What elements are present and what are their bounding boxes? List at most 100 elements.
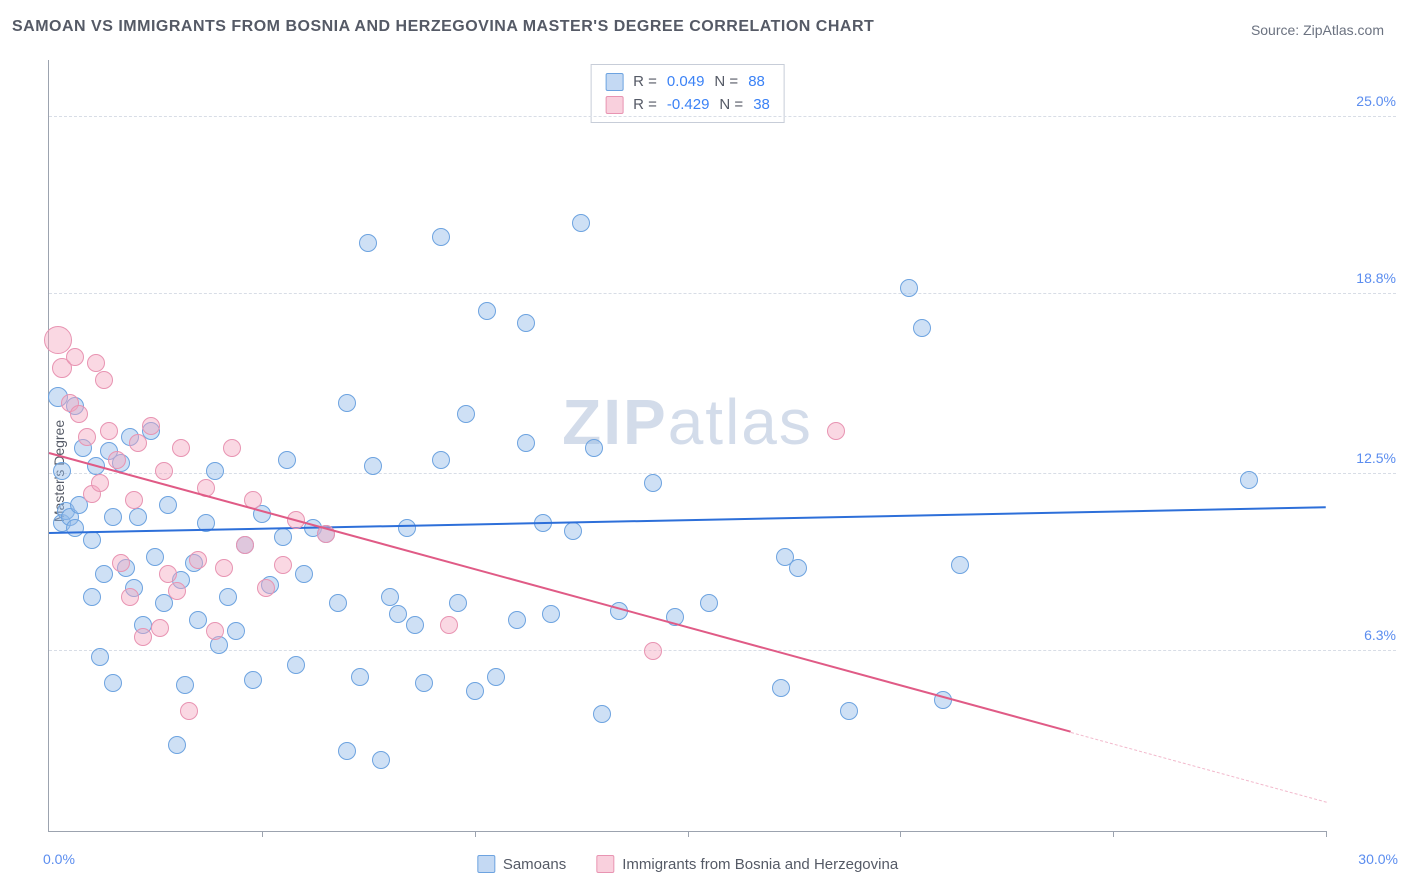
data-point	[398, 519, 416, 537]
data-point	[827, 422, 845, 440]
data-point	[227, 622, 245, 640]
r-label: R =	[633, 71, 657, 94]
data-point	[159, 565, 177, 583]
r-value-bosnia: -0.429	[667, 94, 710, 117]
data-point	[244, 671, 262, 689]
x-tick	[688, 831, 689, 837]
data-point	[189, 611, 207, 629]
trend-line	[1070, 732, 1326, 803]
data-point	[95, 565, 113, 583]
data-point	[517, 434, 535, 452]
swatch-pink-icon	[596, 855, 614, 873]
data-point	[70, 405, 88, 423]
data-point	[78, 428, 96, 446]
n-label: N =	[714, 71, 738, 94]
data-point	[593, 705, 611, 723]
data-point	[351, 668, 369, 686]
data-point	[432, 451, 450, 469]
x-tick	[1326, 831, 1327, 837]
swatch-blue-icon	[605, 73, 623, 91]
data-point	[542, 605, 560, 623]
data-point	[66, 348, 84, 366]
data-point	[83, 588, 101, 606]
data-point	[206, 622, 224, 640]
data-point	[236, 536, 254, 554]
data-point	[129, 508, 147, 526]
x-tick	[475, 831, 476, 837]
data-point	[508, 611, 526, 629]
watermark-bold: ZIP	[562, 386, 668, 458]
data-point	[91, 474, 109, 492]
data-point	[121, 588, 139, 606]
x-tick	[1113, 831, 1114, 837]
data-point	[108, 451, 126, 469]
legend-item-samoans: Samoans	[477, 855, 566, 873]
data-point	[359, 234, 377, 252]
y-tick-label: 25.0%	[1336, 93, 1396, 109]
data-point	[219, 588, 237, 606]
data-point	[517, 314, 535, 332]
data-point	[951, 556, 969, 574]
y-tick-label: 18.8%	[1336, 270, 1396, 286]
data-point	[478, 302, 496, 320]
data-point	[83, 531, 101, 549]
swatch-blue-icon	[477, 855, 495, 873]
chart-title: SAMOAN VS IMMIGRANTS FROM BOSNIA AND HER…	[12, 18, 874, 36]
data-point	[176, 676, 194, 694]
data-point	[487, 668, 505, 686]
data-point	[840, 702, 858, 720]
data-point	[66, 519, 84, 537]
n-value-bosnia: 38	[753, 94, 770, 117]
data-point	[274, 528, 292, 546]
chart-container: Master's Degree ZIPatlas R = 0.049 N = 8…	[0, 50, 1406, 892]
data-point	[389, 605, 407, 623]
data-point	[644, 474, 662, 492]
gridline	[49, 473, 1396, 474]
stats-row-samoans: R = 0.049 N = 88	[605, 71, 770, 94]
r-label: R =	[633, 94, 657, 117]
data-point	[381, 588, 399, 606]
data-point	[142, 417, 160, 435]
source-prefix: Source:	[1251, 22, 1303, 38]
data-point	[215, 559, 233, 577]
plot-area: ZIPatlas R = 0.049 N = 88 R = -0.429 N =…	[48, 60, 1326, 832]
x-tick	[900, 831, 901, 837]
data-point	[151, 619, 169, 637]
data-point	[564, 522, 582, 540]
data-point	[466, 682, 484, 700]
data-point	[329, 594, 347, 612]
n-label: N =	[719, 94, 743, 117]
data-point	[95, 371, 113, 389]
watermark-light: atlas	[668, 386, 813, 458]
data-point	[206, 462, 224, 480]
y-tick-label: 12.5%	[1336, 450, 1396, 466]
data-point	[223, 439, 241, 457]
data-point	[104, 508, 122, 526]
data-point	[572, 214, 590, 232]
data-point	[338, 394, 356, 412]
data-point	[432, 228, 450, 246]
data-point	[772, 679, 790, 697]
data-point	[364, 457, 382, 475]
data-point	[278, 451, 296, 469]
gridline	[49, 116, 1396, 117]
data-point	[155, 462, 173, 480]
data-point	[287, 656, 305, 674]
swatch-pink-icon	[605, 96, 623, 114]
gridline	[49, 293, 1396, 294]
data-point	[112, 554, 130, 572]
legend-label-samoans: Samoans	[503, 856, 566, 873]
data-point	[172, 439, 190, 457]
x-max-label: 30.0%	[1358, 851, 1398, 867]
data-point	[900, 279, 918, 297]
data-point	[257, 579, 275, 597]
data-point	[415, 674, 433, 692]
data-point	[789, 559, 807, 577]
data-point	[129, 434, 147, 452]
data-point	[146, 548, 164, 566]
source-link[interactable]: ZipAtlas.com	[1303, 22, 1384, 38]
data-point	[372, 751, 390, 769]
data-point	[913, 319, 931, 337]
data-point	[100, 422, 118, 440]
legend-item-bosnia: Immigrants from Bosnia and Herzegovina	[596, 855, 898, 873]
